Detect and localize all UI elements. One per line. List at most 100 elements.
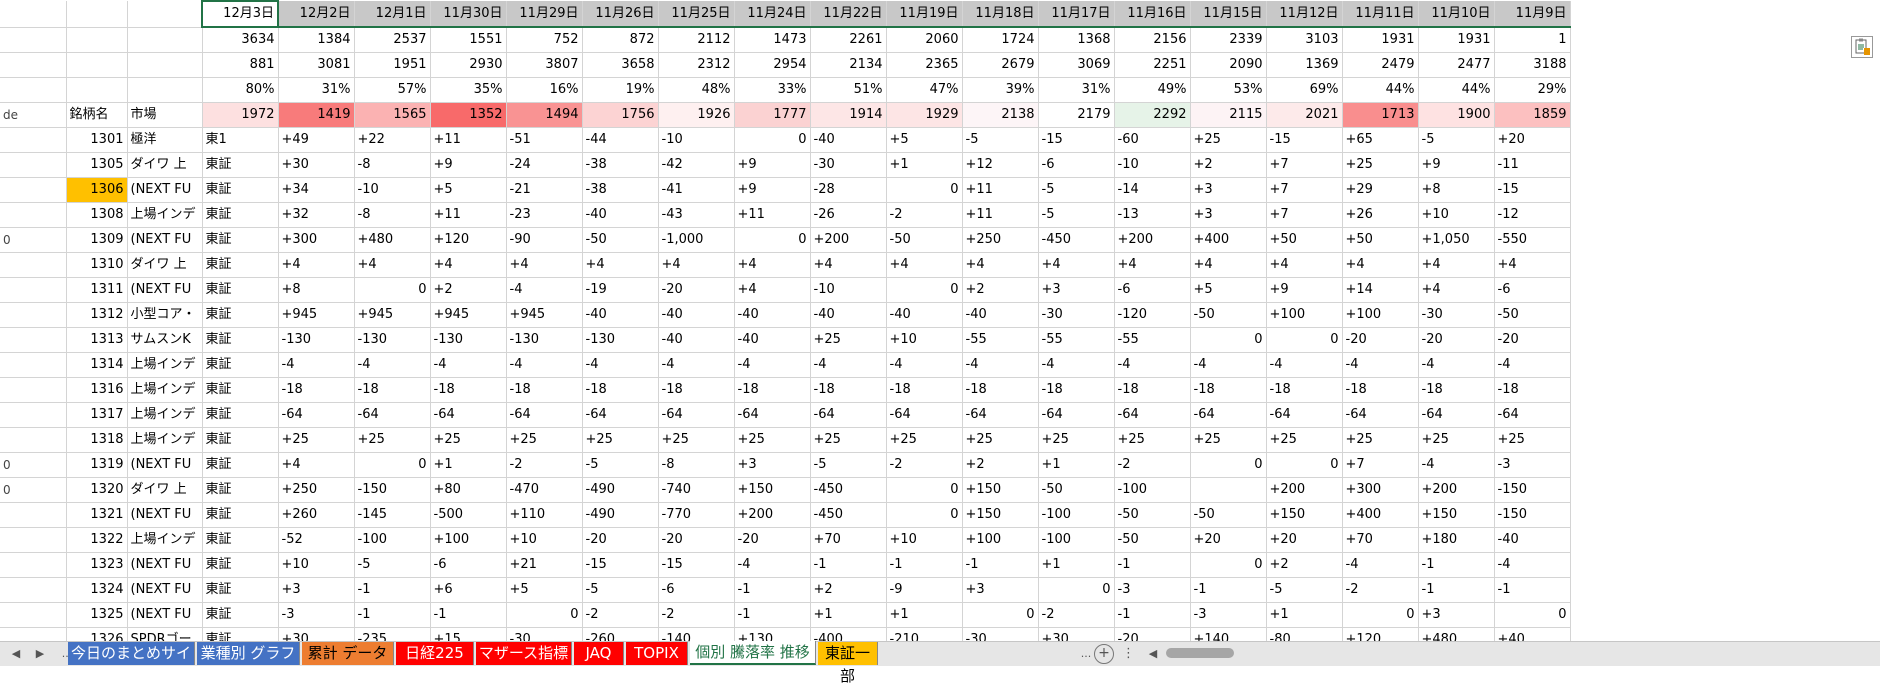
value-cell[interactable]: +25 (1418, 427, 1495, 453)
value-cell[interactable]: -1 (734, 577, 811, 603)
row-number-cell[interactable] (0, 627, 67, 641)
summary-cell[interactable]: 2930 (430, 52, 507, 78)
value-cell[interactable]: -4 (658, 352, 735, 378)
summary-cell[interactable]: 1931 (1342, 27, 1419, 53)
value-cell[interactable]: +21 (506, 552, 583, 578)
blank-cell[interactable] (127, 52, 203, 78)
heat-cell[interactable]: 1352 (430, 102, 507, 128)
value-cell[interactable]: +25 (1190, 127, 1267, 153)
heat-cell[interactable]: 1494 (506, 102, 583, 128)
value-cell[interactable]: +25 (582, 427, 659, 453)
row-number-cell[interactable] (0, 52, 67, 78)
summary-cell[interactable]: 872 (582, 27, 659, 53)
value-cell[interactable]: +180 (1418, 527, 1495, 553)
name-cell[interactable]: 上場インデ (127, 352, 203, 378)
date-header-cell[interactable]: 11月17日 (1038, 1, 1115, 28)
summary-cell[interactable]: 49% (1114, 77, 1191, 103)
value-cell[interactable]: +150 (962, 502, 1039, 528)
value-cell[interactable]: -2 (1114, 452, 1191, 478)
value-cell[interactable]: -4 (1190, 352, 1267, 378)
value-cell[interactable]: +1 (1266, 602, 1343, 628)
value-cell[interactable]: +2 (962, 452, 1039, 478)
value-cell[interactable]: -1 (354, 602, 431, 628)
heat-cell[interactable]: 1859 (1494, 102, 1571, 128)
value-cell[interactable]: -130 (354, 327, 431, 353)
value-cell[interactable]: -450 (1038, 227, 1115, 253)
value-cell[interactable]: -64 (278, 402, 355, 428)
value-cell[interactable]: +5 (430, 177, 507, 203)
value-cell[interactable]: -38 (582, 152, 659, 178)
row-number-cell[interactable] (0, 527, 67, 553)
row-number-cell[interactable] (0, 202, 67, 228)
value-cell[interactable]: +200 (1114, 227, 1191, 253)
scroll-tabs-right-icon[interactable]: ▶ (35, 647, 45, 660)
value-cell[interactable]: +3 (1190, 202, 1267, 228)
market-cell[interactable]: 東証 (202, 152, 279, 178)
row-number-cell[interactable]: 0 (0, 477, 67, 503)
value-cell[interactable]: -1 (1494, 577, 1571, 603)
value-cell[interactable]: -6 (658, 577, 735, 603)
value-cell[interactable]: -64 (1418, 402, 1495, 428)
code-cell[interactable]: 1310 (66, 252, 128, 278)
heat-cell[interactable]: 1756 (582, 102, 659, 128)
code-header[interactable]: de (0, 102, 67, 128)
value-cell[interactable]: +1 (886, 152, 963, 178)
value-cell[interactable]: +9 (1266, 277, 1343, 303)
value-cell[interactable]: -90 (506, 227, 583, 253)
name-cell[interactable]: 小型コア・ (127, 302, 203, 328)
value-cell[interactable]: -10 (1114, 152, 1191, 178)
date-header-cell[interactable]: 11月29日 (506, 1, 583, 28)
name-cell[interactable]: ダイワ 上 (127, 252, 203, 278)
value-cell[interactable]: -30 (506, 627, 583, 641)
value-cell[interactable]: -150 (1494, 477, 1571, 503)
value-cell[interactable]: +80 (430, 477, 507, 503)
value-cell[interactable]: +65 (1342, 127, 1419, 153)
value-cell[interactable]: 0 (1038, 577, 1115, 603)
name-cell[interactable]: (NEXT FU (127, 452, 203, 478)
name-cell[interactable]: 極洋 (127, 127, 203, 153)
value-cell[interactable]: 0 (886, 477, 963, 503)
value-cell[interactable]: +4 (734, 277, 811, 303)
value-cell[interactable]: -2 (886, 202, 963, 228)
value-cell[interactable]: -2 (658, 602, 735, 628)
value-cell[interactable]: -40 (582, 302, 659, 328)
row-number-cell[interactable]: 0 (0, 227, 67, 253)
value-cell[interactable]: -21 (506, 177, 583, 203)
summary-cell[interactable]: 752 (506, 27, 583, 53)
summary-cell[interactable]: 2537 (354, 27, 431, 53)
value-cell[interactable]: +25 (810, 427, 887, 453)
name-cell[interactable]: (NEXT FU (127, 577, 203, 603)
value-cell[interactable]: -64 (734, 402, 811, 428)
blank-cell[interactable] (127, 1, 203, 28)
value-cell[interactable]: -8 (354, 152, 431, 178)
value-cell[interactable]: +4 (886, 252, 963, 278)
value-cell[interactable]: -120 (1114, 302, 1191, 328)
value-cell[interactable]: -50 (1114, 527, 1191, 553)
value-cell[interactable]: +4 (1038, 252, 1115, 278)
date-header-cell[interactable]: 11月16日 (1114, 1, 1191, 28)
sheet-tab[interactable]: 累計 データ (302, 642, 394, 665)
value-cell[interactable]: +9 (734, 177, 811, 203)
row-number-cell[interactable] (0, 302, 67, 328)
value-cell[interactable]: -28 (810, 177, 887, 203)
summary-cell[interactable]: 47% (886, 77, 963, 103)
value-cell[interactable]: -100 (1114, 477, 1191, 503)
market-cell[interactable]: 東証 (202, 252, 279, 278)
value-cell[interactable]: -64 (1190, 402, 1267, 428)
value-cell[interactable]: -18 (1418, 377, 1495, 403)
date-header-cell[interactable]: 11月19日 (886, 1, 963, 28)
value-cell[interactable]: +1 (1038, 552, 1115, 578)
summary-cell[interactable]: 2479 (1342, 52, 1419, 78)
value-cell[interactable]: +20 (1190, 527, 1267, 553)
value-cell[interactable]: -4 (734, 552, 811, 578)
value-cell[interactable]: -4 (582, 352, 659, 378)
date-header-cell[interactable]: 11月24日 (734, 1, 811, 28)
summary-cell[interactable]: 3069 (1038, 52, 1115, 78)
value-cell[interactable]: -18 (506, 377, 583, 403)
value-cell[interactable]: +4 (506, 252, 583, 278)
value-cell[interactable]: -43 (658, 202, 735, 228)
code-cell[interactable]: 1324 (66, 577, 128, 603)
value-cell[interactable]: +150 (962, 477, 1039, 503)
heat-cell[interactable]: 1914 (810, 102, 887, 128)
name-cell[interactable]: (NEXT FU (127, 552, 203, 578)
